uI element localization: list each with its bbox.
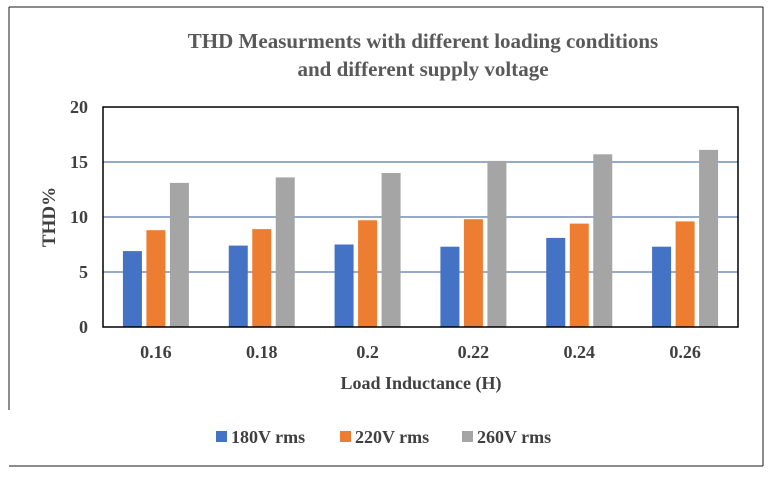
y-tick-label: 0 [79, 317, 88, 337]
x-tick-label: 0.22 [458, 342, 490, 362]
legend-swatch [216, 431, 227, 442]
y-tick-labels: 0 5 10 15 20 [70, 97, 88, 337]
x-tick-label: 0.16 [140, 342, 172, 362]
bar-260v-rms-0.16 [169, 182, 189, 327]
bar-180v-rms-0.22 [440, 246, 460, 327]
plot-area-frame [102, 106, 739, 328]
bar-260v-rms-0.26 [699, 149, 719, 327]
legend-label: 180V rms [231, 427, 305, 447]
bar-220v-rms-0.18 [252, 229, 272, 327]
bar-220v-rms-0.26 [675, 221, 695, 327]
gridlines [103, 161, 738, 273]
bar-260v-rms-0.18 [275, 177, 295, 327]
bars [122, 149, 719, 327]
legend-label: 260V rms [477, 427, 551, 447]
bar-220v-rms-0.24 [569, 223, 589, 327]
x-tick-label: 0.24 [564, 342, 596, 362]
legend: 180V rms 220V rms 260V rms [216, 427, 551, 447]
chart-title: THD Measurments with different loading c… [188, 29, 658, 53]
bar-260v-rms-0.2 [381, 173, 401, 327]
x-tick-label: 0.2 [356, 342, 379, 362]
y-tick-label: 5 [79, 262, 88, 282]
chart-title-line2: and different supply voltage [297, 57, 548, 81]
bar-180v-rms-0.18 [228, 245, 248, 327]
legend-label: 220V rms [355, 427, 429, 447]
x-axis-label: Load Inductance (H) [340, 373, 501, 394]
x-tick-label: 0.26 [669, 342, 701, 362]
y-tick-label: 20 [70, 97, 88, 117]
bar-180v-rms-0.2 [334, 244, 354, 327]
y-tick-label: 10 [70, 207, 88, 227]
bar-220v-rms-0.2 [358, 220, 378, 327]
bar-180v-rms-0.24 [546, 237, 566, 327]
bar-220v-rms-0.22 [463, 219, 483, 327]
bar-260v-rms-0.24 [593, 154, 613, 327]
x-tick-labels: 0.16 0.18 0.2 0.22 0.24 0.26 [140, 342, 701, 362]
x-tick-label: 0.18 [246, 342, 278, 362]
y-axis-label: THD% [39, 187, 60, 247]
bar-180v-rms-0.16 [122, 251, 142, 327]
y-tick-label: 15 [70, 152, 88, 172]
bar-260v-rms-0.22 [487, 160, 507, 327]
legend-swatch [462, 431, 473, 442]
bar-180v-rms-0.26 [652, 246, 672, 327]
bar-220v-rms-0.16 [146, 230, 166, 327]
legend-swatch [340, 431, 351, 442]
